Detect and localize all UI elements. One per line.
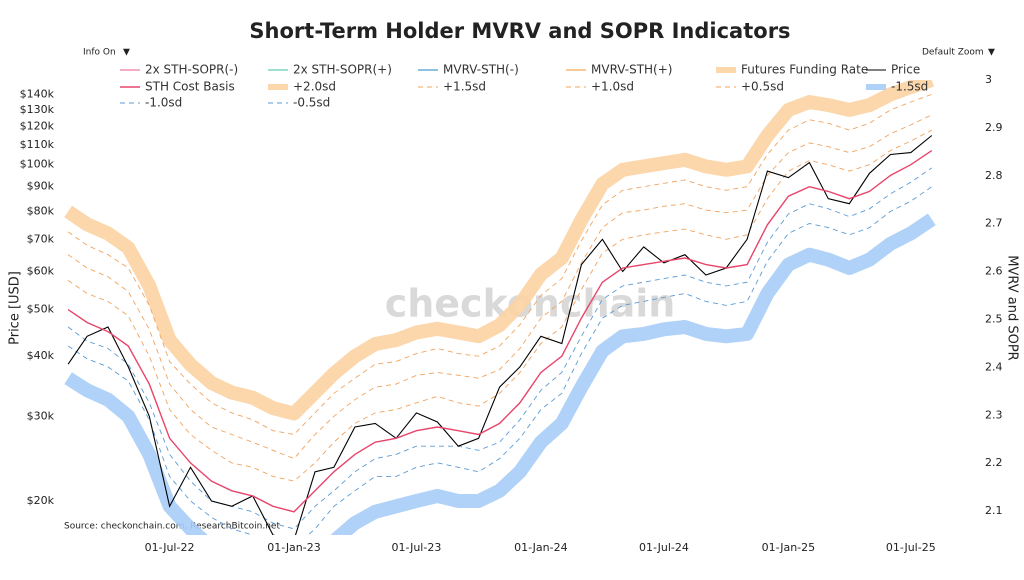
legend-label: +1.0sd	[591, 80, 634, 94]
info-arrow[interactable]: ▼	[123, 48, 130, 58]
y-tick-label: $30k	[27, 409, 55, 422]
y-tick-label: $120k	[20, 120, 55, 133]
x-tick-label: 01-Jul-23	[392, 541, 442, 554]
y2-tick-label: 2.6	[985, 265, 1003, 278]
source-note: Source: checkonchain.com, ResearchBitcoi…	[64, 522, 280, 532]
y2-tick-label: 2.1	[985, 504, 1003, 517]
y2-tick-label: 2.4	[985, 360, 1003, 373]
plot-area	[64, 80, 936, 535]
series-line	[67, 135, 933, 535]
legend-label: MVRV-STH(+)	[591, 63, 672, 77]
x-tick-label: 01-Jul-24	[639, 541, 689, 554]
series-line	[67, 93, 932, 435]
series-line	[67, 150, 933, 513]
y-tick-label: $50k	[27, 303, 55, 316]
legend-label: -1.5sd	[891, 80, 928, 94]
y-tick-label: $80k	[27, 204, 55, 217]
legend-label: -1.0sd	[145, 96, 182, 110]
y2-tick-label: 2.2	[985, 456, 1003, 469]
legend-label: -0.5sd	[293, 96, 330, 110]
y-tick-label: $70k	[27, 232, 55, 245]
legend-label: MVRV-STH(-)	[443, 63, 519, 77]
y-tick-label: $110k	[20, 138, 55, 151]
y-tick-label: $20k	[27, 494, 55, 507]
y-tick-label: $100k	[20, 158, 55, 171]
legend-label: Price	[891, 63, 920, 77]
y-tick-label: $140k	[20, 87, 55, 100]
y2-tick-label: 3	[985, 73, 992, 86]
y2-axis-label: MVRV and SOPR	[1005, 255, 1020, 360]
y2-tick-label: 2.3	[985, 408, 1003, 421]
legend-label: 2x STH-SOPR(-)	[145, 63, 238, 77]
y-tick-label: $90k	[27, 180, 55, 193]
legend-label: STH Cost Basis	[145, 80, 235, 94]
x-tick-label: 01-Jan-23	[267, 541, 321, 554]
legend-label: +0.5sd	[741, 80, 784, 94]
x-tick-label: 01-Jan-25	[762, 541, 816, 554]
y2-tick-label: 2.9	[985, 121, 1003, 134]
series-line	[64, 80, 935, 421]
zoom-menu[interactable]: Default Zoom	[922, 48, 984, 58]
series-line	[67, 129, 933, 482]
x-tick-label: 01-Jul-25	[886, 541, 936, 554]
y2-tick-label: 2.8	[985, 169, 1003, 182]
y-tick-label: $130k	[20, 103, 55, 116]
y2-tick-label: 2.7	[985, 217, 1003, 230]
zoom-arrow[interactable]: ▼	[988, 48, 995, 58]
legend-label: 2x STH-SOPR(+)	[293, 63, 392, 77]
y-axis-label: Price [USD]	[8, 271, 23, 345]
legend-label: +2.0sd	[293, 80, 336, 94]
legend-label: +1.5sd	[443, 80, 486, 94]
chart-title: Short-Term Holder MVRV and SOPR Indicato…	[249, 19, 790, 43]
series-line	[64, 213, 936, 535]
series-line	[67, 186, 933, 535]
y2-tick-label: 2.5	[985, 312, 1003, 325]
info-toggle[interactable]: Info On	[83, 48, 116, 58]
x-tick-label: 01-Jan-24	[514, 541, 568, 554]
y-tick-label: $60k	[27, 264, 55, 277]
series-line	[67, 114, 932, 460]
series-line	[67, 167, 933, 530]
legend-label: Futures Funding Rate	[741, 63, 868, 77]
x-tick-label: 01-Jul-22	[145, 541, 195, 554]
y-tick-label: $40k	[27, 349, 55, 362]
